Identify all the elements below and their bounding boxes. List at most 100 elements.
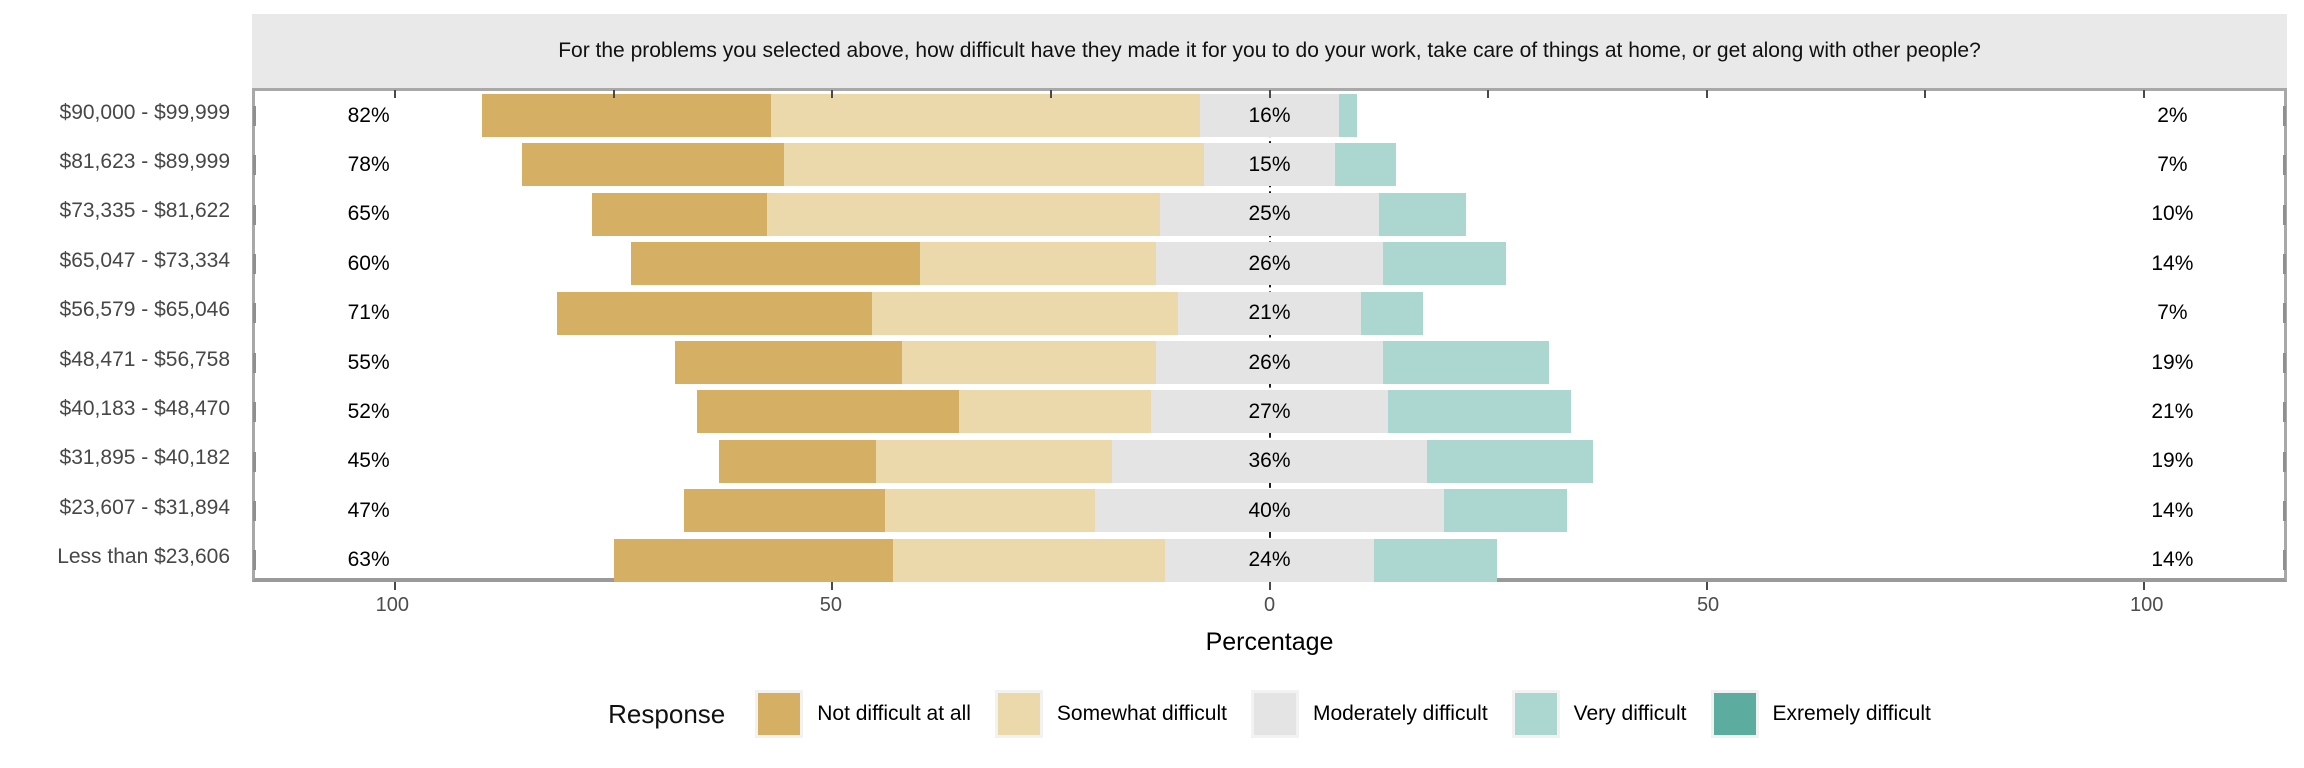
left-value-label: 82% [347, 103, 390, 127]
center-value-label: 24% [1248, 548, 1291, 572]
y-axis-tick [253, 550, 256, 571]
center-value-label: 27% [1248, 400, 1291, 424]
bar-row: 71% 21% 7% [255, 289, 2284, 338]
legend-item: Exremely difficult [1710, 690, 1931, 738]
legend-swatch-color [997, 693, 1040, 735]
legend: Response Not difficult at all Somewhat di… [252, 686, 2287, 742]
y-axis-tick [253, 402, 256, 423]
bar-row: 78% 15% 7% [255, 140, 2284, 189]
bar-segment [1155, 242, 1384, 286]
legend-item-label: Moderately difficult [1312, 702, 1488, 725]
x-axis-minor-tick [393, 90, 396, 98]
bar-segment [1160, 192, 1379, 236]
left-value-label: 71% [347, 301, 390, 325]
left-value-label: 60% [347, 251, 390, 275]
bar-segment [959, 390, 1152, 434]
x-axis-minor-tick [612, 90, 615, 98]
x-axis-minor-tick [1924, 90, 1927, 98]
y-axis-tick [2283, 550, 2286, 571]
right-value-label: 2% [2157, 103, 2188, 127]
right-value-label: 21% [2151, 400, 2194, 424]
x-axis-minor-tick [1487, 90, 1490, 98]
bar-segment [784, 143, 1204, 187]
x-axis-tick [1268, 582, 1271, 590]
x-axis-minor-tick [1705, 90, 1708, 98]
plot-panel: 82% 16% 2% 78% 15% 7% 65% 25% 10% 60% 26% 14% 71% 21%… [252, 88, 2287, 590]
legend-swatch [1250, 690, 1299, 738]
legend-swatch-color [758, 693, 801, 735]
facet-strip: For the problems you selected above, how… [252, 14, 2287, 88]
chart-title: For the problems you selected above, how… [558, 39, 1981, 62]
legend-swatch-color [1253, 693, 1296, 735]
bar-segment [1383, 242, 1506, 286]
bar-row: 82% 16% 2% [255, 91, 2284, 140]
y-axis-tick [2283, 303, 2286, 324]
legend-swatch [1710, 690, 1759, 738]
y-axis-tick [253, 204, 256, 225]
legend-item: Not difficult at all [755, 690, 971, 738]
left-value-label: 65% [347, 202, 390, 226]
category-label: $40,183 - $48,470 [59, 397, 230, 421]
bar-row: 52% 27% 21% [255, 387, 2284, 436]
y-axis-tick [253, 500, 256, 521]
x-axis-minor-tick [1049, 90, 1052, 98]
right-value-label: 19% [2151, 350, 2194, 374]
right-value-label: 14% [2151, 498, 2194, 522]
x-tick-label: 100 [375, 594, 410, 616]
x-axis-title: Percentage [1205, 628, 1334, 656]
x-tick-label: 0 [1263, 594, 1276, 616]
bar-segment [1335, 143, 1397, 187]
bar-segment [1094, 489, 1445, 533]
legend-item: Somewhat difficult [994, 690, 1227, 738]
category-label: $48,471 - $56,758 [59, 347, 230, 371]
right-value-label: 19% [2151, 449, 2194, 473]
bar-segment [696, 390, 960, 434]
bar-segment [884, 489, 1095, 533]
legend-item-label: Very difficult [1573, 702, 1687, 725]
center-value-label: 36% [1248, 449, 1291, 473]
legend-swatch [994, 690, 1043, 738]
category-label: Less than $23,606 [57, 545, 230, 569]
x-axis-tick [2143, 582, 2146, 590]
right-value-label: 14% [2151, 251, 2194, 275]
bar-segment [1383, 341, 1550, 384]
bar-segment [1387, 390, 1572, 434]
bar-segment [631, 242, 920, 286]
legend-swatch-color [1713, 693, 1756, 735]
center-value-label: 16% [1248, 103, 1291, 127]
bar-row: 47% 40% 14% [255, 486, 2284, 535]
y-axis-tick [2283, 155, 2286, 176]
y-axis-tick [253, 105, 256, 126]
y-axis-tick [253, 352, 256, 373]
y-axis-tick [253, 253, 256, 274]
category-label: $73,335 - $81,622 [59, 199, 230, 223]
center-value-label: 15% [1248, 153, 1291, 177]
right-value-label: 14% [2151, 548, 2194, 572]
bar-segment [1177, 291, 1362, 335]
y-axis-tick [2283, 402, 2286, 423]
center-value-label: 26% [1248, 251, 1291, 275]
x-tick-label: 100 [2129, 594, 2164, 616]
legend-item-label: Exremely difficult [1772, 702, 1931, 725]
right-value-label: 10% [2151, 202, 2194, 226]
bar-row: 55% 26% 19% [255, 338, 2284, 387]
y-axis-tick [2283, 204, 2286, 225]
bar-segment [1199, 94, 1340, 137]
y-axis-tick [253, 451, 256, 472]
legend-item-label: Not difficult at all [817, 702, 971, 725]
y-axis-tick [2283, 253, 2286, 274]
y-axis-tick [253, 155, 256, 176]
center-value-label: 21% [1248, 301, 1291, 325]
bar-segment [521, 143, 785, 187]
bar-segment [1426, 439, 1594, 483]
bar-segment [1444, 489, 1567, 533]
left-value-label: 55% [347, 350, 390, 374]
category-label: $90,000 - $99,999 [59, 100, 230, 124]
center-value-label: 26% [1248, 350, 1291, 374]
bar-segment [1151, 390, 1388, 434]
bar-segment [1361, 291, 1423, 335]
legend-swatch-color [1514, 693, 1557, 735]
x-axis-minor-tick [831, 90, 834, 98]
category-label: $81,623 - $89,999 [59, 150, 230, 174]
bar-row: 45% 36% 19% [255, 437, 2284, 486]
